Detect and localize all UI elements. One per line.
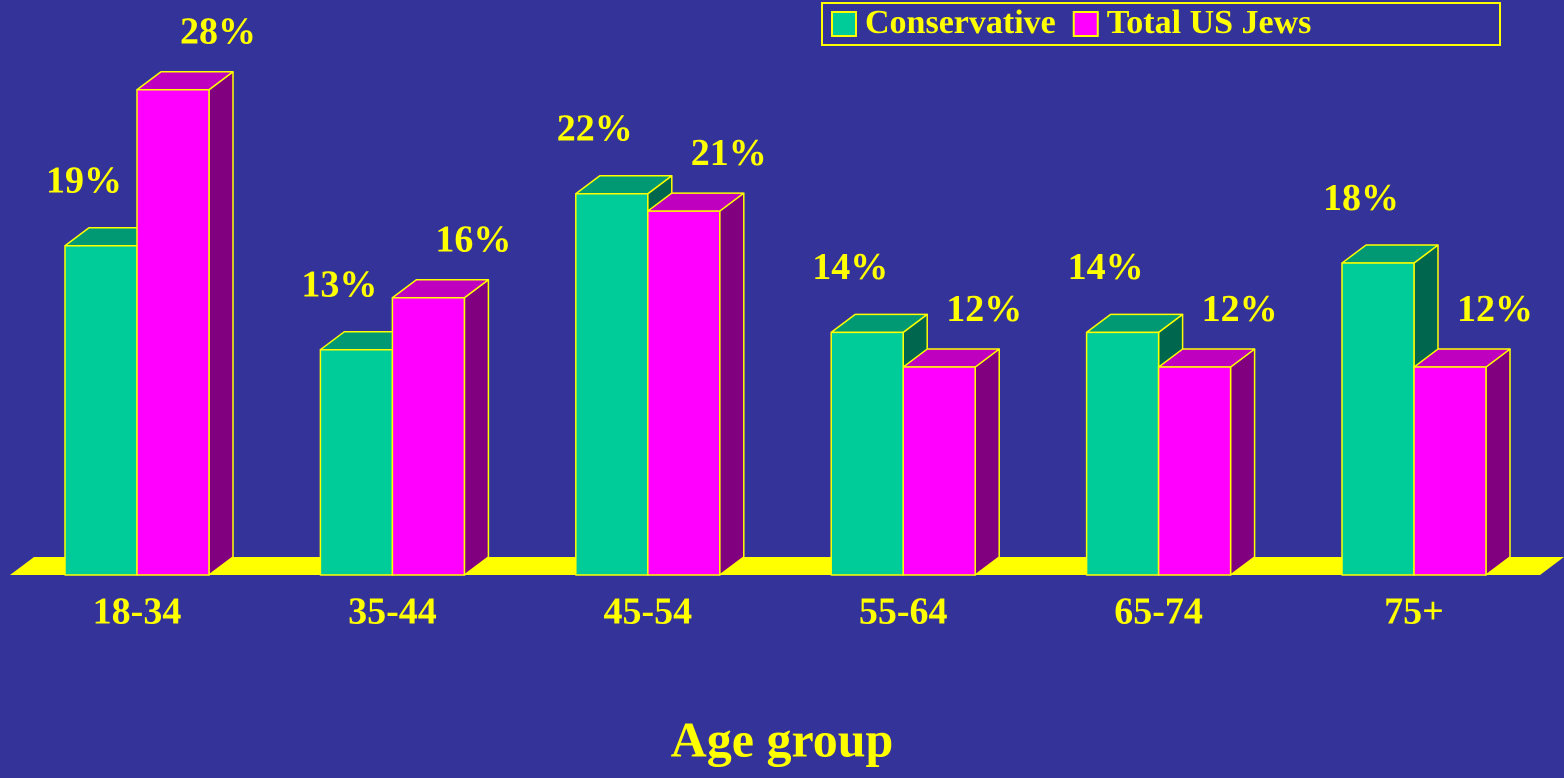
data-label: 14%	[812, 246, 888, 288]
data-label: 22%	[557, 107, 633, 149]
bar	[647, 210, 721, 576]
bar	[575, 192, 649, 576]
bar-side	[463, 278, 490, 576]
bar-3d	[136, 71, 234, 576]
x-tick-label: 35-44	[348, 591, 437, 633]
data-label: 16%	[435, 218, 511, 260]
bar-side	[1229, 348, 1256, 576]
data-label: 12%	[946, 288, 1022, 330]
bar	[136, 89, 210, 576]
bar	[391, 296, 466, 576]
x-tick-label: 65-74	[1114, 591, 1203, 633]
bar-3d	[1157, 348, 1256, 576]
data-label: 12%	[1457, 288, 1533, 330]
bar-side	[974, 348, 1000, 576]
bar-side	[208, 71, 234, 576]
floor	[10, 557, 1564, 575]
bar	[1157, 366, 1232, 576]
x-tick-label: 75+	[1384, 591, 1444, 633]
data-label: 28%	[180, 10, 256, 52]
data-label: 18%	[1323, 177, 1399, 219]
legend-box	[821, 2, 1501, 46]
bar-3d	[1413, 348, 1511, 576]
bar-side	[719, 192, 745, 576]
bar-3d	[902, 348, 1000, 576]
bar	[319, 348, 394, 576]
bar	[1085, 331, 1160, 576]
x-tick-label: 18-34	[93, 591, 182, 633]
bar-3d	[391, 278, 490, 576]
legend-swatch	[1072, 11, 1099, 37]
x-tick-label: 45-54	[603, 591, 692, 633]
bar	[902, 366, 976, 576]
data-label: 13%	[301, 263, 377, 305]
data-label: 19%	[46, 159, 122, 201]
bar-3d	[647, 192, 745, 576]
x-tick-label: 55-64	[859, 591, 948, 633]
bar-side	[1485, 348, 1511, 576]
bar	[64, 244, 138, 576]
data-label: 14%	[1068, 246, 1144, 288]
x-axis-title: Age group	[671, 711, 894, 767]
legend-swatch	[831, 11, 857, 37]
legend-label: Total US Jews	[1107, 4, 1312, 41]
bar	[1341, 262, 1415, 576]
bar	[1413, 366, 1487, 576]
data-label: 21%	[691, 132, 767, 174]
bar	[830, 331, 904, 576]
legend-label: Conservative	[865, 4, 1056, 41]
data-label: 12%	[1202, 288, 1278, 330]
